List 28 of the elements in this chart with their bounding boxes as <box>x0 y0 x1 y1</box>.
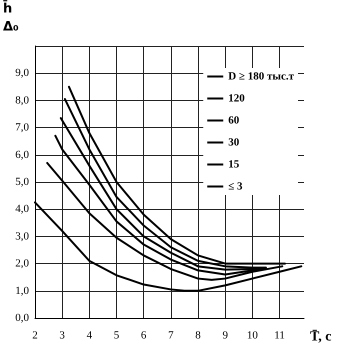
y-tick-label: 2,0 <box>15 258 30 270</box>
y-tick-label: 3,0 <box>15 230 30 242</box>
y-tick-label: 0,0 <box>15 312 30 324</box>
x-tick-label: 9 <box>222 330 228 342</box>
legend-label: ≤ 3 <box>228 180 244 192</box>
legend-label: 60 <box>228 114 240 126</box>
x-tick-label: 10 <box>246 330 258 342</box>
legend-label: 30 <box>228 136 240 148</box>
x-tick-label: 4 <box>86 330 93 342</box>
x-tick-label: 5 <box>114 330 120 342</box>
x-tick-label: 11 <box>274 330 285 342</box>
y-tick-label: 8,0 <box>15 94 30 106</box>
x-tick-label: 3 <box>59 330 66 342</box>
x-axis-title: T̄, c <box>310 329 332 344</box>
x-tick-label: 7 <box>168 330 174 342</box>
legend-label: 120 <box>228 92 246 104</box>
legend-label: 15 <box>228 158 240 170</box>
y-tick-label: 7,0 <box>15 122 30 134</box>
legend-label: D ≥ 180 тыс.т <box>228 70 295 82</box>
y-tick-label: 1,0 <box>15 284 30 297</box>
y-tick-label: 6,0 <box>15 148 30 161</box>
y-tick-label: 4,0 <box>15 203 30 216</box>
y-axis-title: h̄ Δ₀ <box>2 0 20 34</box>
y-tick-label: 5,0 <box>15 176 30 188</box>
y-tick-label: 9,0 <box>15 67 30 80</box>
x-tick-label: 6 <box>140 330 147 342</box>
x-tick-label: 8 <box>195 330 202 342</box>
x-tick-label: 2 <box>32 330 38 342</box>
